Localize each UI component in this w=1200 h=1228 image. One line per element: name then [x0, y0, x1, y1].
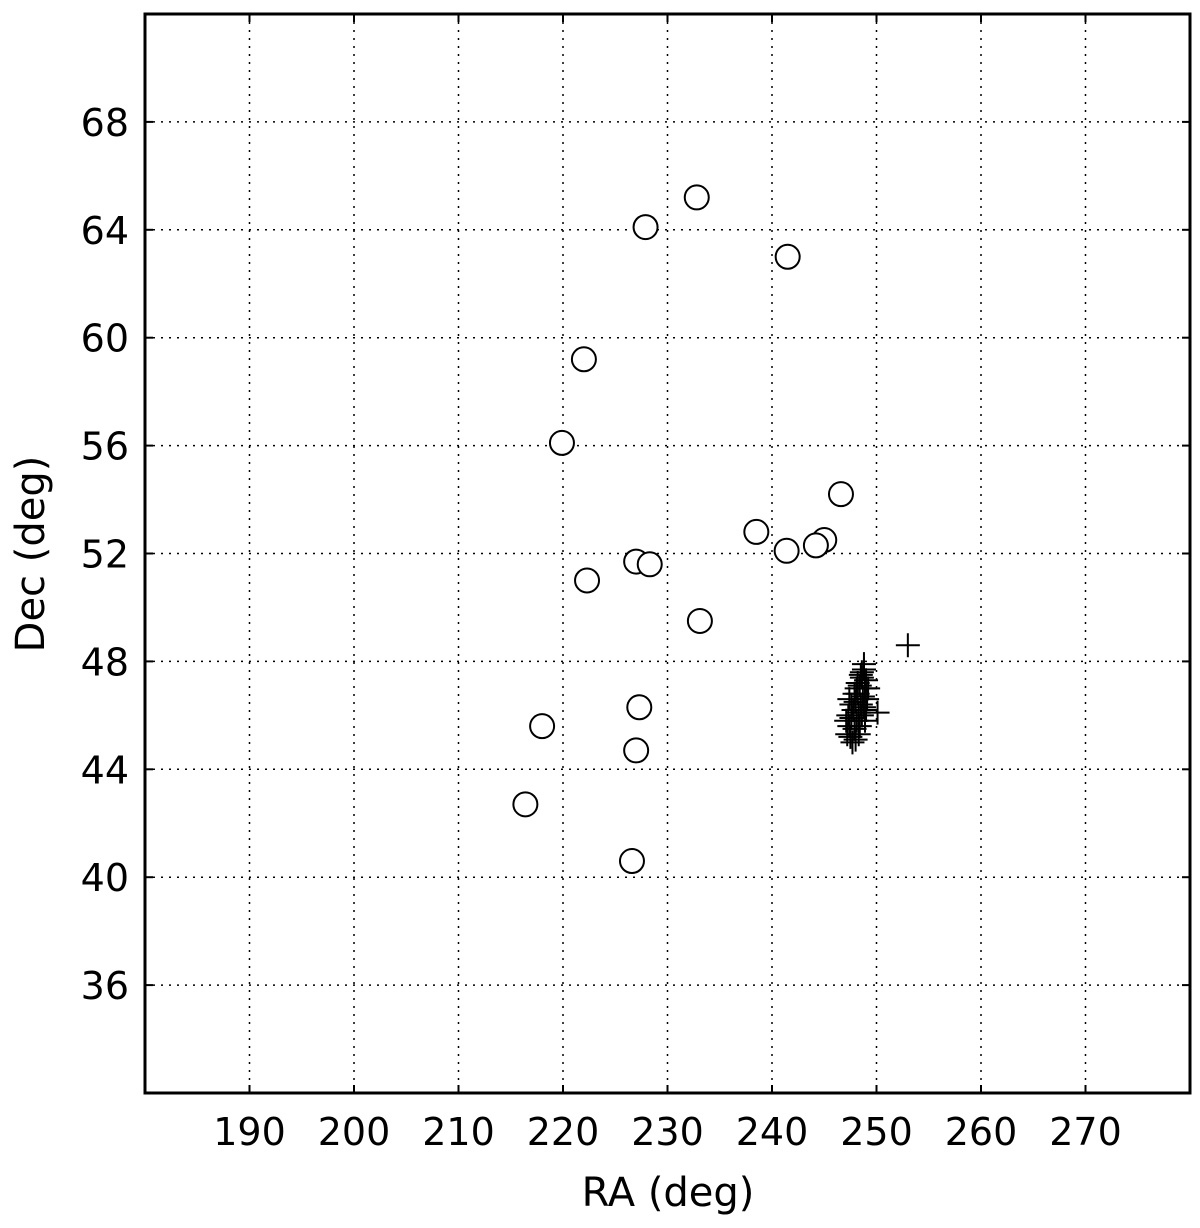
y-tick-label: 64	[81, 209, 129, 253]
point	[529, 713, 556, 740]
x-tick-label: 240	[736, 1110, 809, 1154]
point	[848, 662, 873, 687]
point	[548, 429, 575, 456]
point	[842, 681, 867, 706]
point	[827, 481, 854, 508]
y-tick-label: 40	[81, 856, 129, 900]
y-tick-label: 60	[81, 317, 129, 361]
point	[895, 633, 920, 658]
point	[846, 722, 871, 747]
y-tick-label: 36	[81, 964, 129, 1008]
y-tick-label: 56	[81, 425, 129, 469]
point	[853, 708, 878, 733]
point	[773, 537, 800, 564]
point	[851, 652, 876, 677]
x-tick-label: 190	[213, 1110, 286, 1154]
point	[774, 243, 801, 270]
point	[839, 692, 864, 717]
x-tick-label: 210	[422, 1110, 495, 1154]
point	[574, 567, 601, 594]
point	[843, 727, 868, 752]
point	[743, 518, 770, 545]
x-tick-label: 270	[1049, 1110, 1122, 1154]
x-tick-label: 230	[631, 1110, 704, 1154]
point	[626, 694, 653, 721]
y-axis-label: Dec (deg)	[8, 456, 54, 653]
plot-frame	[143, 12, 1192, 1095]
point	[686, 607, 713, 634]
point	[512, 791, 539, 818]
point	[865, 700, 890, 725]
y-tick-label: 44	[81, 748, 129, 792]
point	[618, 848, 645, 875]
point	[837, 687, 862, 712]
x-axis-label: RA (deg)	[582, 1170, 755, 1216]
x-tick-label: 220	[527, 1110, 600, 1154]
point	[636, 551, 663, 578]
y-tick-label: 48	[81, 640, 129, 684]
x-tick-label: 250	[840, 1110, 913, 1154]
point	[632, 214, 659, 241]
x-tick-label: 260	[945, 1110, 1018, 1154]
point	[570, 346, 597, 373]
point	[623, 737, 650, 764]
point	[683, 184, 710, 211]
point	[854, 697, 879, 722]
y-tick-label: 52	[81, 533, 129, 577]
point	[802, 532, 829, 559]
y-tick-label: 68	[81, 101, 129, 145]
x-tick-label: 200	[318, 1110, 391, 1154]
